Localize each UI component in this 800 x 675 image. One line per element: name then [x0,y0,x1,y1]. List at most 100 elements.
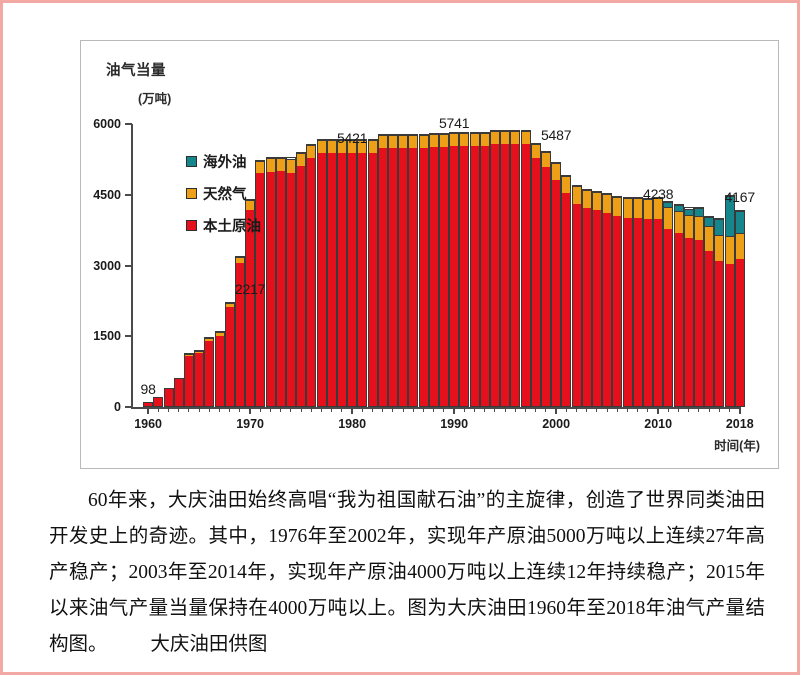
bar-segment-gas [276,157,285,171]
bar-segment-oil [184,356,193,406]
bar-segment-oil [195,353,204,406]
x-axis-tick [606,407,608,412]
bar-segment-oil [337,153,346,406]
bar-segment-gas [552,163,561,180]
bar-segment-gas [419,135,428,149]
x-axis-tick-major [657,407,660,414]
x-axis-tick [494,407,496,412]
bar-segment-oil [297,166,306,406]
bar-segment-oil [654,219,663,406]
bar-value-label: 4167 [724,189,756,206]
bar [194,349,205,407]
bar-segment-gas [205,338,214,341]
bar-segment-gas [327,140,336,154]
x-axis-tick [627,407,629,412]
bar-segment-gas [317,140,326,154]
bar-segment-oil [684,237,693,406]
bar-value-label: 2217 [234,281,266,298]
bar-segment-gas [429,133,438,148]
bar [479,131,490,407]
y-axis-tick [125,406,132,408]
x-axis-tick [504,407,506,412]
legend-item-oil[interactable]: 本土原油 [186,215,261,236]
x-axis-tick [331,407,333,412]
legend-item-gas[interactable]: 天然气 [186,183,261,204]
bar-segment-oil [470,145,479,406]
bar-segment-oil [225,306,234,406]
bar [704,216,715,407]
bar-segment-oil [541,167,550,406]
bar-segment-oil [154,397,163,406]
bar-segment-oil [531,157,540,406]
bar-segment-gas [266,158,275,173]
y-axis-tick [125,335,132,338]
bar-segment-oil [450,145,459,406]
x-axis-tick [718,407,720,412]
bar [734,210,745,407]
bar-segment-oil [317,153,326,406]
x-axis-tick [402,407,404,412]
bar-segment-gas [501,130,510,144]
bar [265,157,276,407]
bar [551,162,562,407]
bar-segment-oil [552,179,561,406]
x-axis-tick [596,407,598,412]
x-axis-tick [616,407,618,412]
bar-segment-oil [603,212,612,406]
x-axis-tick [474,407,476,412]
x-axis-tick [157,407,159,412]
bar-segment-gas [460,132,469,146]
bar-segment-oil [174,378,183,406]
x-axis-tick [688,407,690,412]
x-axis-tick [514,407,516,412]
y-axis-tick-label: 0 [114,400,121,414]
bar-segment-gas [256,161,265,174]
bar [296,151,307,407]
bar [387,134,398,407]
bar [275,156,286,407]
x-axis-tick [280,407,282,412]
bar-segment-oil [409,148,418,406]
x-axis-tick [229,407,231,412]
bar [653,197,664,407]
y-axis-tick-label: 4500 [93,187,121,202]
bar-segment-gas [368,140,377,154]
bar-segment-oil [348,153,357,406]
x-axis-tick [178,407,180,412]
bar-segment-gas [715,235,724,262]
x-axis-tick-label: 1970 [236,417,265,431]
bar [489,129,500,407]
legend-label: 海外油 [203,155,247,171]
bar-segment-gas [603,193,612,213]
bar-segment-gas [439,133,448,148]
bar-segment-oil [460,145,469,406]
bar-segment-gas [215,331,224,336]
x-axis-tick [667,407,669,412]
x-axis-tick-major [249,407,252,414]
bar-segment-gas [307,144,316,158]
bar-segment-gas [613,197,622,217]
x-axis-tick [198,407,200,412]
x-axis-tick [576,407,578,412]
bar-segment-oil [368,153,377,406]
bar [234,255,245,407]
bar [459,131,470,407]
bar-segment-oil [490,143,499,406]
bar-segment-gas [633,198,642,219]
x-axis-tick [545,407,547,412]
x-axis-tick-major [453,407,456,414]
legend-item-overseas[interactable]: 海外油 [186,151,261,172]
bar-segment-oil [480,145,489,406]
legend-swatch-icon [186,220,197,231]
x-axis-tick [341,407,343,412]
x-axis-tick [239,407,241,412]
bar [398,134,409,407]
y-axis-tick [125,123,132,125]
bar [500,129,511,407]
bar-segment-gas [531,143,540,158]
bar [367,139,378,407]
bar [449,131,460,407]
bar-segment-gas [399,135,408,149]
bar [591,190,602,407]
